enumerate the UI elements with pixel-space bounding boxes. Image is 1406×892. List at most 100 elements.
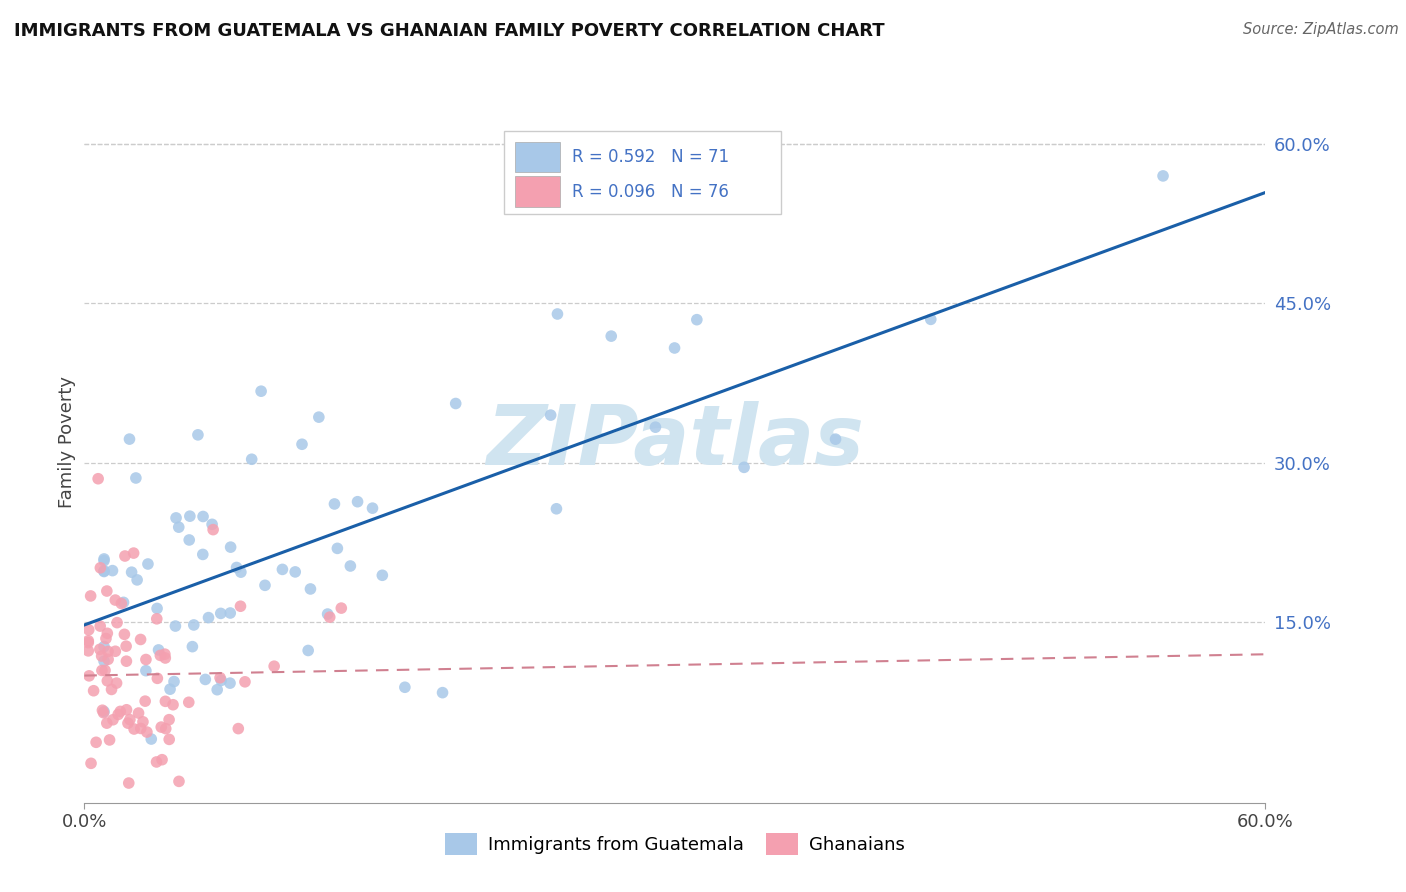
Point: [546, 307, 568, 321]
Point: [179, 509, 201, 524]
Point: [181, 640, 204, 654]
Point: [371, 568, 394, 582]
Point: [96, 673, 118, 688]
Point: [114, 549, 136, 563]
Point: [1152, 169, 1174, 183]
Point: [167, 774, 190, 789]
Point: [155, 651, 177, 665]
Point: [93, 565, 115, 579]
Point: [98, 733, 121, 747]
Point: [149, 648, 172, 663]
Point: [79, 589, 101, 603]
Point: [97, 644, 120, 658]
Point: [600, 329, 623, 343]
Point: [122, 722, 145, 736]
Point: [91, 703, 114, 717]
Point: [319, 610, 342, 624]
Point: [110, 597, 132, 611]
FancyBboxPatch shape: [516, 177, 561, 207]
Point: [394, 680, 416, 694]
Point: [118, 713, 141, 727]
Point: [209, 607, 232, 621]
Point: [361, 501, 384, 516]
Point: [183, 618, 205, 632]
Point: [209, 671, 232, 685]
Point: [112, 627, 135, 641]
Point: [100, 682, 122, 697]
Point: [226, 722, 249, 736]
Point: [920, 312, 942, 326]
Point: [90, 664, 112, 678]
Point: [263, 659, 285, 673]
Point: [165, 619, 187, 633]
Point: [96, 584, 118, 599]
Point: [644, 420, 666, 434]
Point: [219, 540, 242, 554]
Point: [157, 732, 180, 747]
Point: [233, 674, 256, 689]
Point: [135, 652, 157, 666]
Point: [153, 647, 176, 661]
Point: [96, 626, 118, 640]
Point: [115, 703, 138, 717]
Point: [432, 686, 454, 700]
Point: [93, 564, 115, 578]
Point: [87, 472, 110, 486]
Point: [253, 578, 276, 592]
Point: [101, 713, 124, 727]
Point: [101, 564, 124, 578]
Point: [177, 695, 200, 709]
Point: [250, 384, 273, 399]
Point: [229, 565, 252, 579]
Point: [163, 674, 186, 689]
Point: [122, 546, 145, 560]
Text: R = 0.592   N = 71: R = 0.592 N = 71: [572, 148, 730, 166]
Point: [112, 855, 135, 870]
Point: [90, 648, 112, 663]
Point: [118, 776, 141, 790]
Point: [77, 644, 100, 658]
Point: [146, 601, 169, 615]
Point: [159, 682, 181, 697]
Point: [110, 705, 132, 719]
Point: [444, 396, 467, 410]
Point: [209, 673, 232, 688]
Text: Source: ZipAtlas.com: Source: ZipAtlas.com: [1243, 22, 1399, 37]
Point: [129, 632, 152, 647]
Point: [824, 432, 846, 446]
Legend: Immigrants from Guatemala, Ghanaians: Immigrants from Guatemala, Ghanaians: [437, 826, 912, 863]
Point: [104, 644, 127, 658]
Point: [733, 460, 755, 475]
Text: IMMIGRANTS FROM GUATEMALA VS GHANAIAN FAMILY POVERTY CORRELATION CHART: IMMIGRANTS FROM GUATEMALA VS GHANAIAN FA…: [14, 22, 884, 40]
Point: [129, 722, 152, 736]
Point: [291, 437, 314, 451]
Text: ZIPatlas: ZIPatlas: [486, 401, 863, 482]
Point: [201, 517, 224, 532]
Point: [284, 565, 307, 579]
Point: [132, 714, 155, 729]
Point: [219, 606, 242, 620]
Point: [240, 452, 263, 467]
Point: [84, 735, 107, 749]
Point: [115, 654, 138, 668]
Point: [191, 509, 214, 524]
Point: [664, 341, 686, 355]
Text: R = 0.096   N = 76: R = 0.096 N = 76: [572, 183, 728, 201]
Point: [148, 643, 170, 657]
Point: [145, 755, 167, 769]
Point: [202, 523, 225, 537]
Point: [191, 548, 214, 562]
Point: [146, 671, 169, 685]
Point: [187, 427, 209, 442]
Point: [77, 635, 100, 649]
Point: [339, 559, 361, 574]
Point: [197, 610, 219, 624]
Point: [125, 471, 148, 485]
Point: [546, 501, 568, 516]
Point: [115, 639, 138, 653]
Point: [165, 511, 187, 525]
Point: [167, 520, 190, 534]
Point: [150, 753, 173, 767]
Point: [194, 673, 217, 687]
Point: [150, 720, 173, 734]
